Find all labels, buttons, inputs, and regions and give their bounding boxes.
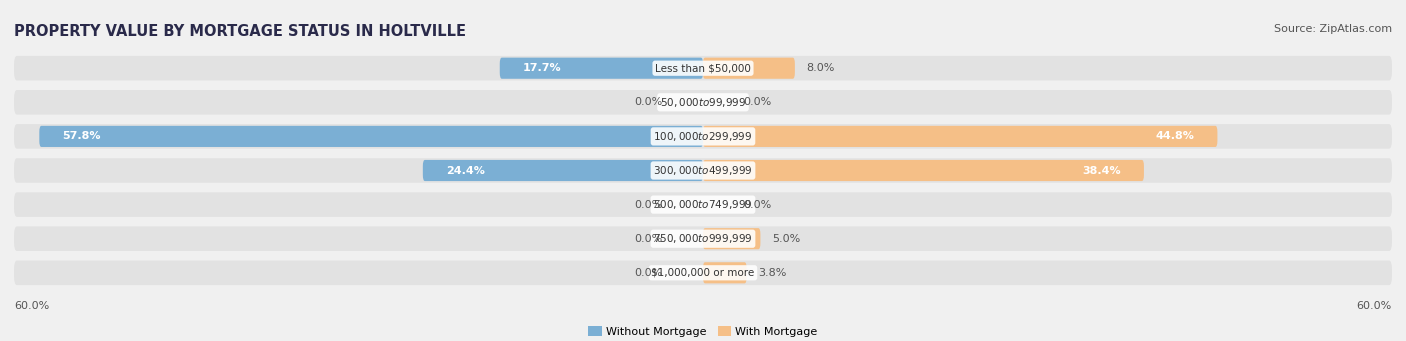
Text: 5.0%: 5.0% bbox=[772, 234, 800, 244]
Text: 57.8%: 57.8% bbox=[62, 131, 101, 142]
FancyBboxPatch shape bbox=[14, 56, 1392, 80]
Text: 60.0%: 60.0% bbox=[14, 301, 49, 311]
Text: 60.0%: 60.0% bbox=[1357, 301, 1392, 311]
Text: Less than $50,000: Less than $50,000 bbox=[655, 63, 751, 73]
Text: 38.4%: 38.4% bbox=[1083, 165, 1121, 176]
Text: $300,000 to $499,999: $300,000 to $499,999 bbox=[654, 164, 752, 177]
FancyBboxPatch shape bbox=[14, 192, 1392, 217]
FancyBboxPatch shape bbox=[703, 262, 747, 283]
Text: 0.0%: 0.0% bbox=[634, 234, 662, 244]
FancyBboxPatch shape bbox=[423, 160, 703, 181]
Text: Source: ZipAtlas.com: Source: ZipAtlas.com bbox=[1274, 24, 1392, 34]
Text: 0.0%: 0.0% bbox=[634, 97, 662, 107]
Text: $500,000 to $749,999: $500,000 to $749,999 bbox=[654, 198, 752, 211]
FancyBboxPatch shape bbox=[14, 124, 1392, 149]
FancyBboxPatch shape bbox=[703, 228, 761, 249]
FancyBboxPatch shape bbox=[14, 90, 1392, 115]
Text: 0.0%: 0.0% bbox=[744, 97, 772, 107]
Text: 24.4%: 24.4% bbox=[446, 165, 485, 176]
FancyBboxPatch shape bbox=[703, 160, 1144, 181]
FancyBboxPatch shape bbox=[703, 58, 794, 79]
Legend: Without Mortgage, With Mortgage: Without Mortgage, With Mortgage bbox=[583, 322, 823, 341]
Text: 8.0%: 8.0% bbox=[807, 63, 835, 73]
Text: 0.0%: 0.0% bbox=[744, 199, 772, 210]
Text: $100,000 to $299,999: $100,000 to $299,999 bbox=[654, 130, 752, 143]
Text: 17.7%: 17.7% bbox=[523, 63, 561, 73]
Text: $50,000 to $99,999: $50,000 to $99,999 bbox=[659, 96, 747, 109]
Text: 3.8%: 3.8% bbox=[758, 268, 786, 278]
FancyBboxPatch shape bbox=[703, 126, 1218, 147]
FancyBboxPatch shape bbox=[14, 226, 1392, 251]
FancyBboxPatch shape bbox=[499, 58, 703, 79]
Text: 0.0%: 0.0% bbox=[634, 199, 662, 210]
Text: 44.8%: 44.8% bbox=[1156, 131, 1195, 142]
Text: $1,000,000 or more: $1,000,000 or more bbox=[651, 268, 755, 278]
FancyBboxPatch shape bbox=[14, 261, 1392, 285]
Text: $750,000 to $999,999: $750,000 to $999,999 bbox=[654, 232, 752, 245]
Text: 0.0%: 0.0% bbox=[634, 268, 662, 278]
FancyBboxPatch shape bbox=[14, 158, 1392, 183]
Text: PROPERTY VALUE BY MORTGAGE STATUS IN HOLTVILLE: PROPERTY VALUE BY MORTGAGE STATUS IN HOL… bbox=[14, 24, 465, 39]
FancyBboxPatch shape bbox=[39, 126, 703, 147]
